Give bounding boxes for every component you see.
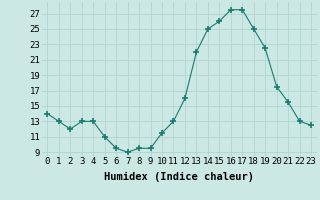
X-axis label: Humidex (Indice chaleur): Humidex (Indice chaleur) [104, 172, 254, 182]
